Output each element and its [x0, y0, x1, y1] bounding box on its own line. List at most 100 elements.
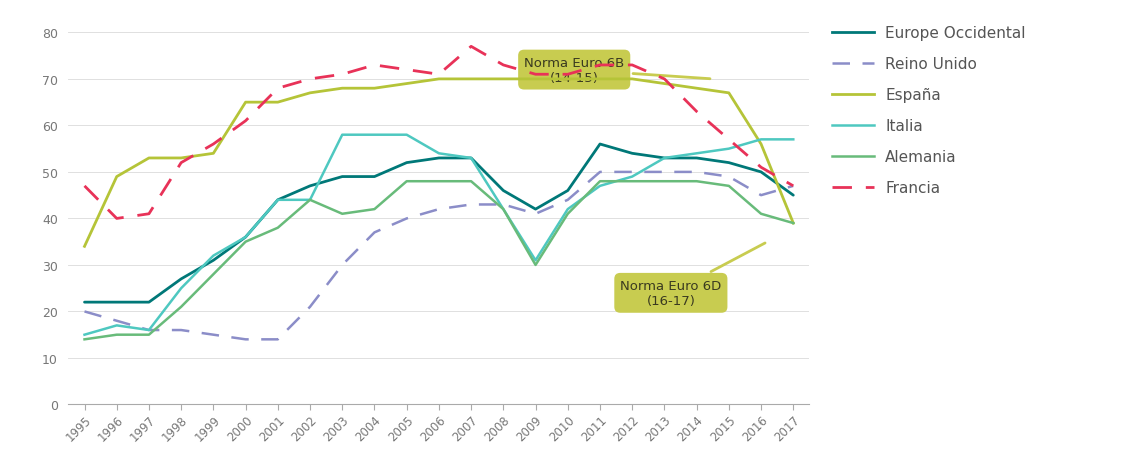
Francia [271, 86, 285, 92]
Reino Unido [690, 170, 703, 176]
Italia [109, 323, 123, 328]
España [497, 77, 511, 83]
Reino Unido [755, 193, 768, 198]
España [626, 77, 640, 83]
Francia [335, 72, 349, 78]
Alemania [238, 239, 252, 245]
Reino Unido [626, 170, 640, 176]
Francia [690, 109, 703, 115]
Italia [593, 184, 606, 189]
España [271, 100, 285, 106]
Italia [755, 137, 768, 143]
Alemania [367, 207, 381, 212]
Europe Occidental [561, 188, 575, 194]
Europe Occidental [303, 184, 317, 189]
Francia [142, 211, 156, 217]
Alemania [561, 211, 575, 217]
Alemania [497, 207, 511, 212]
Alemania [658, 179, 671, 185]
España [658, 81, 671, 87]
Alemania [755, 211, 768, 217]
Europe Occidental [206, 258, 220, 264]
Alemania [432, 179, 446, 185]
Alemania [206, 272, 220, 278]
Francia [561, 72, 575, 78]
España [561, 77, 575, 83]
España [432, 77, 446, 83]
Francia [303, 77, 317, 83]
Italia [238, 235, 252, 240]
Reino Unido [432, 207, 446, 212]
Reino Unido [722, 174, 735, 180]
Alemania [142, 332, 156, 338]
Italia [174, 286, 188, 291]
Europe Occidental [78, 300, 91, 306]
Reino Unido [593, 170, 606, 176]
Reino Unido [787, 184, 800, 189]
Francia [626, 63, 640, 69]
Reino Unido [78, 309, 91, 315]
Alemania [690, 179, 703, 185]
España [400, 81, 414, 87]
Line: Alemania: Alemania [84, 182, 793, 340]
Europe Occidental [464, 156, 478, 161]
Italia [142, 327, 156, 333]
España [464, 77, 478, 83]
Italia [303, 198, 317, 203]
Europe Occidental [432, 156, 446, 161]
Francia [464, 44, 478, 50]
España [787, 221, 800, 227]
Europe Occidental [497, 188, 511, 194]
Reino Unido [142, 327, 156, 333]
Europe Occidental [109, 300, 123, 306]
Reino Unido [174, 327, 188, 333]
España [367, 86, 381, 92]
España [303, 91, 317, 97]
Alemania [400, 179, 414, 185]
Reino Unido [464, 202, 478, 208]
Italia [626, 174, 640, 180]
Europe Occidental [787, 193, 800, 198]
Francia [787, 184, 800, 189]
Italia [561, 207, 575, 212]
Europe Occidental [142, 300, 156, 306]
Italia [432, 151, 446, 157]
Line: Italia: Italia [84, 135, 793, 335]
Reino Unido [367, 230, 381, 236]
Francia [367, 63, 381, 69]
Alemania [722, 184, 735, 189]
Alemania [626, 179, 640, 185]
España [109, 174, 123, 180]
Italia [335, 132, 349, 138]
Francia [529, 72, 543, 78]
Text: Norma Euro 6D
(16-17): Norma Euro 6D (16-17) [620, 243, 765, 307]
Italia [690, 151, 703, 157]
Alemania [303, 198, 317, 203]
Italia [529, 258, 543, 264]
Italia [658, 156, 671, 161]
Alemania [787, 221, 800, 227]
Europe Occidental [755, 170, 768, 176]
Europe Occidental [529, 207, 543, 212]
Francia [238, 119, 252, 124]
Alemania [78, 337, 91, 343]
Reino Unido [658, 170, 671, 176]
Alemania [464, 179, 478, 185]
Europe Occidental [174, 277, 188, 282]
Francia [432, 72, 446, 78]
Europe Occidental [271, 198, 285, 203]
Europe Occidental [238, 235, 252, 240]
Francia [174, 160, 188, 166]
Line: Reino Unido: Reino Unido [84, 173, 793, 340]
Francia [755, 165, 768, 171]
Europe Occidental [335, 174, 349, 180]
Alemania [593, 179, 606, 185]
Europe Occidental [626, 151, 640, 157]
España [142, 156, 156, 161]
Text: Norma Euro 6B
(14-15): Norma Euro 6B (14-15) [524, 57, 710, 84]
Italia [722, 147, 735, 152]
Italia [787, 137, 800, 143]
España [78, 244, 91, 249]
Line: Europe Occidental: Europe Occidental [84, 145, 793, 303]
Reino Unido [238, 337, 252, 343]
